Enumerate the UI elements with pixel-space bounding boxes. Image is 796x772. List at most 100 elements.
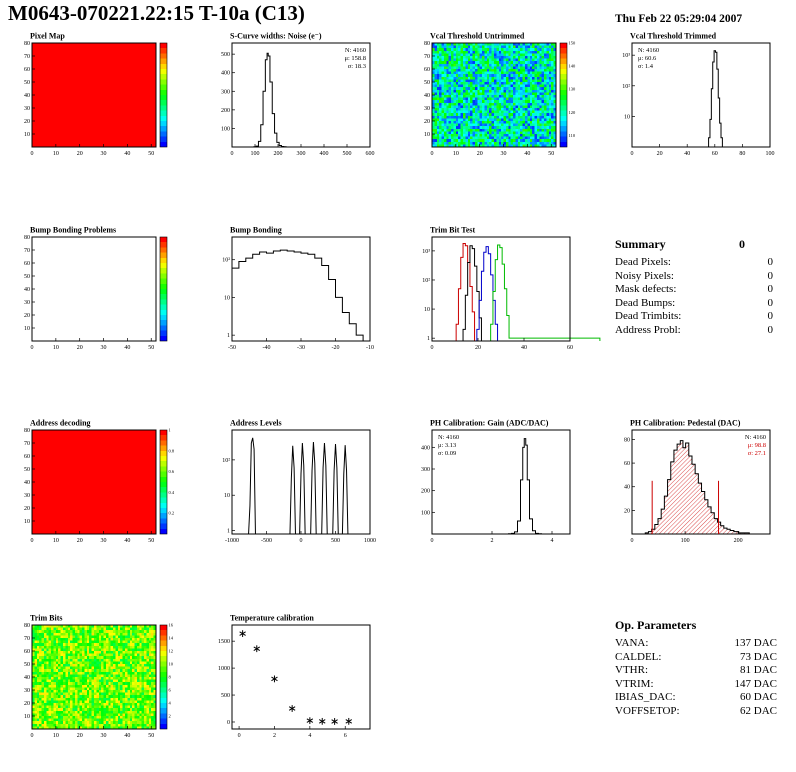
op-param-label: VANA:: [615, 637, 649, 649]
svg-text:10³: 10³: [622, 53, 630, 59]
svg-text:10: 10: [453, 151, 459, 157]
address-levels-chart: Address Levels -1000 -500 0 500 1000 1 10 10²: [222, 419, 376, 545]
svg-text:60: 60: [24, 649, 30, 655]
vcal-untrimmed-chart: Vcal Threshold Untrimmed 0 10 20 30 40 50 10 20 3…: [424, 32, 577, 158]
svg-text:20: 20: [657, 151, 663, 157]
svg-text:40: 40: [24, 287, 30, 293]
svg-text:500: 500: [331, 538, 340, 544]
panel-pixel-map: Pixel Map 0 10 20 30 40 50 10 20 30 40 50 60 70 80: [6, 30, 202, 172]
svg-text:300: 300: [421, 467, 430, 473]
summary-heading: Summary: [615, 237, 666, 251]
op-param-value: 60 DAC: [740, 691, 777, 703]
svg-text:30: 30: [24, 688, 30, 694]
trim-bit-test-chart: Trim Bit Test 0 20 40 60 1 10 10² 10³: [422, 226, 601, 351]
svg-text:60: 60: [24, 261, 30, 267]
svg-text:500: 500: [221, 693, 230, 699]
op-param-row: VTRIM: 147 DAC: [615, 678, 777, 692]
ph-pedestal-chart: PH Calibration: Pedestal (DAC) 0 100 200 20 4…: [624, 419, 771, 544]
svg-text:10: 10: [24, 519, 30, 525]
summary-value: 0: [767, 269, 774, 282]
svg-text:30: 30: [24, 106, 30, 112]
op-param-row: IBIAS_DAC: 60 DAC: [615, 691, 777, 705]
svg-text:0: 0: [300, 538, 303, 544]
svg-text:10: 10: [53, 151, 59, 157]
svg-text:Pixel Map: Pixel Map: [30, 32, 65, 41]
svg-text:50: 50: [148, 345, 154, 351]
svg-text:Vcal Threshold Untrimmed: Vcal Threshold Untrimmed: [430, 32, 525, 41]
pixel-map-chart: Pixel Map 0 10 20 30 40 50 10 20 30 40 50 60 70 80: [24, 32, 168, 157]
svg-text:30: 30: [501, 151, 507, 157]
svg-text:50: 50: [24, 80, 30, 86]
svg-text:0: 0: [231, 151, 234, 157]
svg-text:70: 70: [24, 54, 30, 60]
op-param-row: CALDEL: 73 DAC: [615, 651, 777, 665]
svg-text:30: 30: [101, 538, 107, 544]
svg-text:200: 200: [734, 538, 743, 544]
svg-text:N: 4160: N: 4160: [745, 434, 766, 441]
svg-text:70: 70: [24, 248, 30, 254]
bump-bonding-chart: Bump Bonding -50 -40 -30 -20 -10 1 10 10²: [222, 226, 374, 352]
op-param-label: VTHR:: [615, 664, 648, 676]
op-param-value: 147 DAC: [734, 677, 777, 690]
svg-text:4: 4: [169, 701, 172, 706]
summary-row: Noisy Pixels: 0: [615, 270, 773, 284]
svg-text:2: 2: [273, 733, 276, 739]
svg-text:16: 16: [169, 623, 174, 628]
op-param-label: CALDEL:: [615, 650, 662, 663]
svg-text:20: 20: [77, 733, 83, 739]
svg-text:100: 100: [681, 538, 690, 544]
svg-text:80: 80: [24, 428, 30, 434]
svg-text:30: 30: [24, 493, 30, 499]
summary-value: 0: [767, 310, 774, 322]
summary-value: 0: [767, 323, 774, 336]
svg-text:80: 80: [624, 437, 630, 443]
svg-text:20: 20: [24, 313, 30, 319]
svg-text:-10: -10: [366, 345, 374, 351]
svg-text:40: 40: [24, 480, 30, 486]
panel-bump-problems: Bump Bonding Problems 0 10 20 30 40 50 10 20 30 40…: [6, 224, 202, 366]
svg-text:80: 80: [424, 41, 430, 47]
summary-label: Noisy Pixels:: [615, 269, 674, 282]
svg-text:40: 40: [24, 93, 30, 99]
svg-text:Bump Bonding Problems: Bump Bonding Problems: [30, 226, 116, 235]
svg-text:0: 0: [31, 733, 34, 739]
svg-text:200: 200: [221, 108, 230, 114]
svg-text:80: 80: [24, 623, 30, 629]
svg-text:60: 60: [424, 67, 430, 73]
ph-gain-chart: PH Calibration: Gain (ADC/DAC) 0 2 4 100 200 3…: [421, 419, 571, 544]
svg-text:80: 80: [739, 151, 745, 157]
svg-text:100: 100: [766, 151, 775, 157]
svg-text:400: 400: [221, 71, 230, 77]
op-param-value: 62 DAC: [740, 704, 777, 717]
svg-text:0.6: 0.6: [169, 469, 175, 474]
op-param-value: 81 DAC: [740, 664, 777, 676]
svg-text:0: 0: [227, 720, 230, 726]
summary-row: Mask defects: 0: [615, 283, 773, 297]
trim-bits-chart: Trim Bits 0 10 20 30 40 50 10 20 30 40 50 60 70 80 2 4 6 8…: [24, 614, 174, 740]
svg-text:σ: 0.09: σ: 0.09: [438, 450, 456, 457]
svg-text:0.2: 0.2: [169, 511, 175, 516]
svg-text:PH Calibration: Gain (ADC/DAC): PH Calibration: Gain (ADC/DAC): [430, 419, 549, 428]
svg-text:140: 140: [569, 64, 577, 69]
svg-text:σ: 18.3: σ: 18.3: [348, 63, 366, 70]
svg-text:10: 10: [624, 114, 630, 120]
svg-text:30: 30: [101, 345, 107, 351]
summary-row: Dead Bumps: 0: [615, 297, 773, 311]
svg-text:Bump Bonding: Bump Bonding: [230, 226, 282, 235]
svg-text:-50: -50: [228, 345, 236, 351]
svg-text:10: 10: [169, 662, 174, 667]
vcal-trimmed-chart: Vcal Threshold Trimmed 0 20 40 60 80 100 10 10² 1…: [622, 32, 775, 158]
summary-label: Dead Trimbits:: [615, 310, 682, 322]
svg-text:60: 60: [24, 454, 30, 460]
svg-text:1000: 1000: [218, 666, 230, 672]
svg-text:60: 60: [624, 461, 630, 467]
panel-ph-pedestal: PH Calibration: Pedestal (DAC) 0 100 200 20 4…: [606, 417, 796, 559]
svg-text:30: 30: [101, 151, 107, 157]
svg-text:1: 1: [169, 428, 171, 433]
op-param-value: 137 DAC: [734, 637, 777, 649]
summary-label: Dead Pixels:: [615, 256, 671, 268]
svg-text:100: 100: [251, 151, 260, 157]
panel-trim-bit-test: Trim Bit Test 0 20 40 60 1 10 10² 10³: [406, 224, 602, 366]
svg-text:10: 10: [24, 714, 30, 720]
svg-text:40: 40: [124, 538, 130, 544]
